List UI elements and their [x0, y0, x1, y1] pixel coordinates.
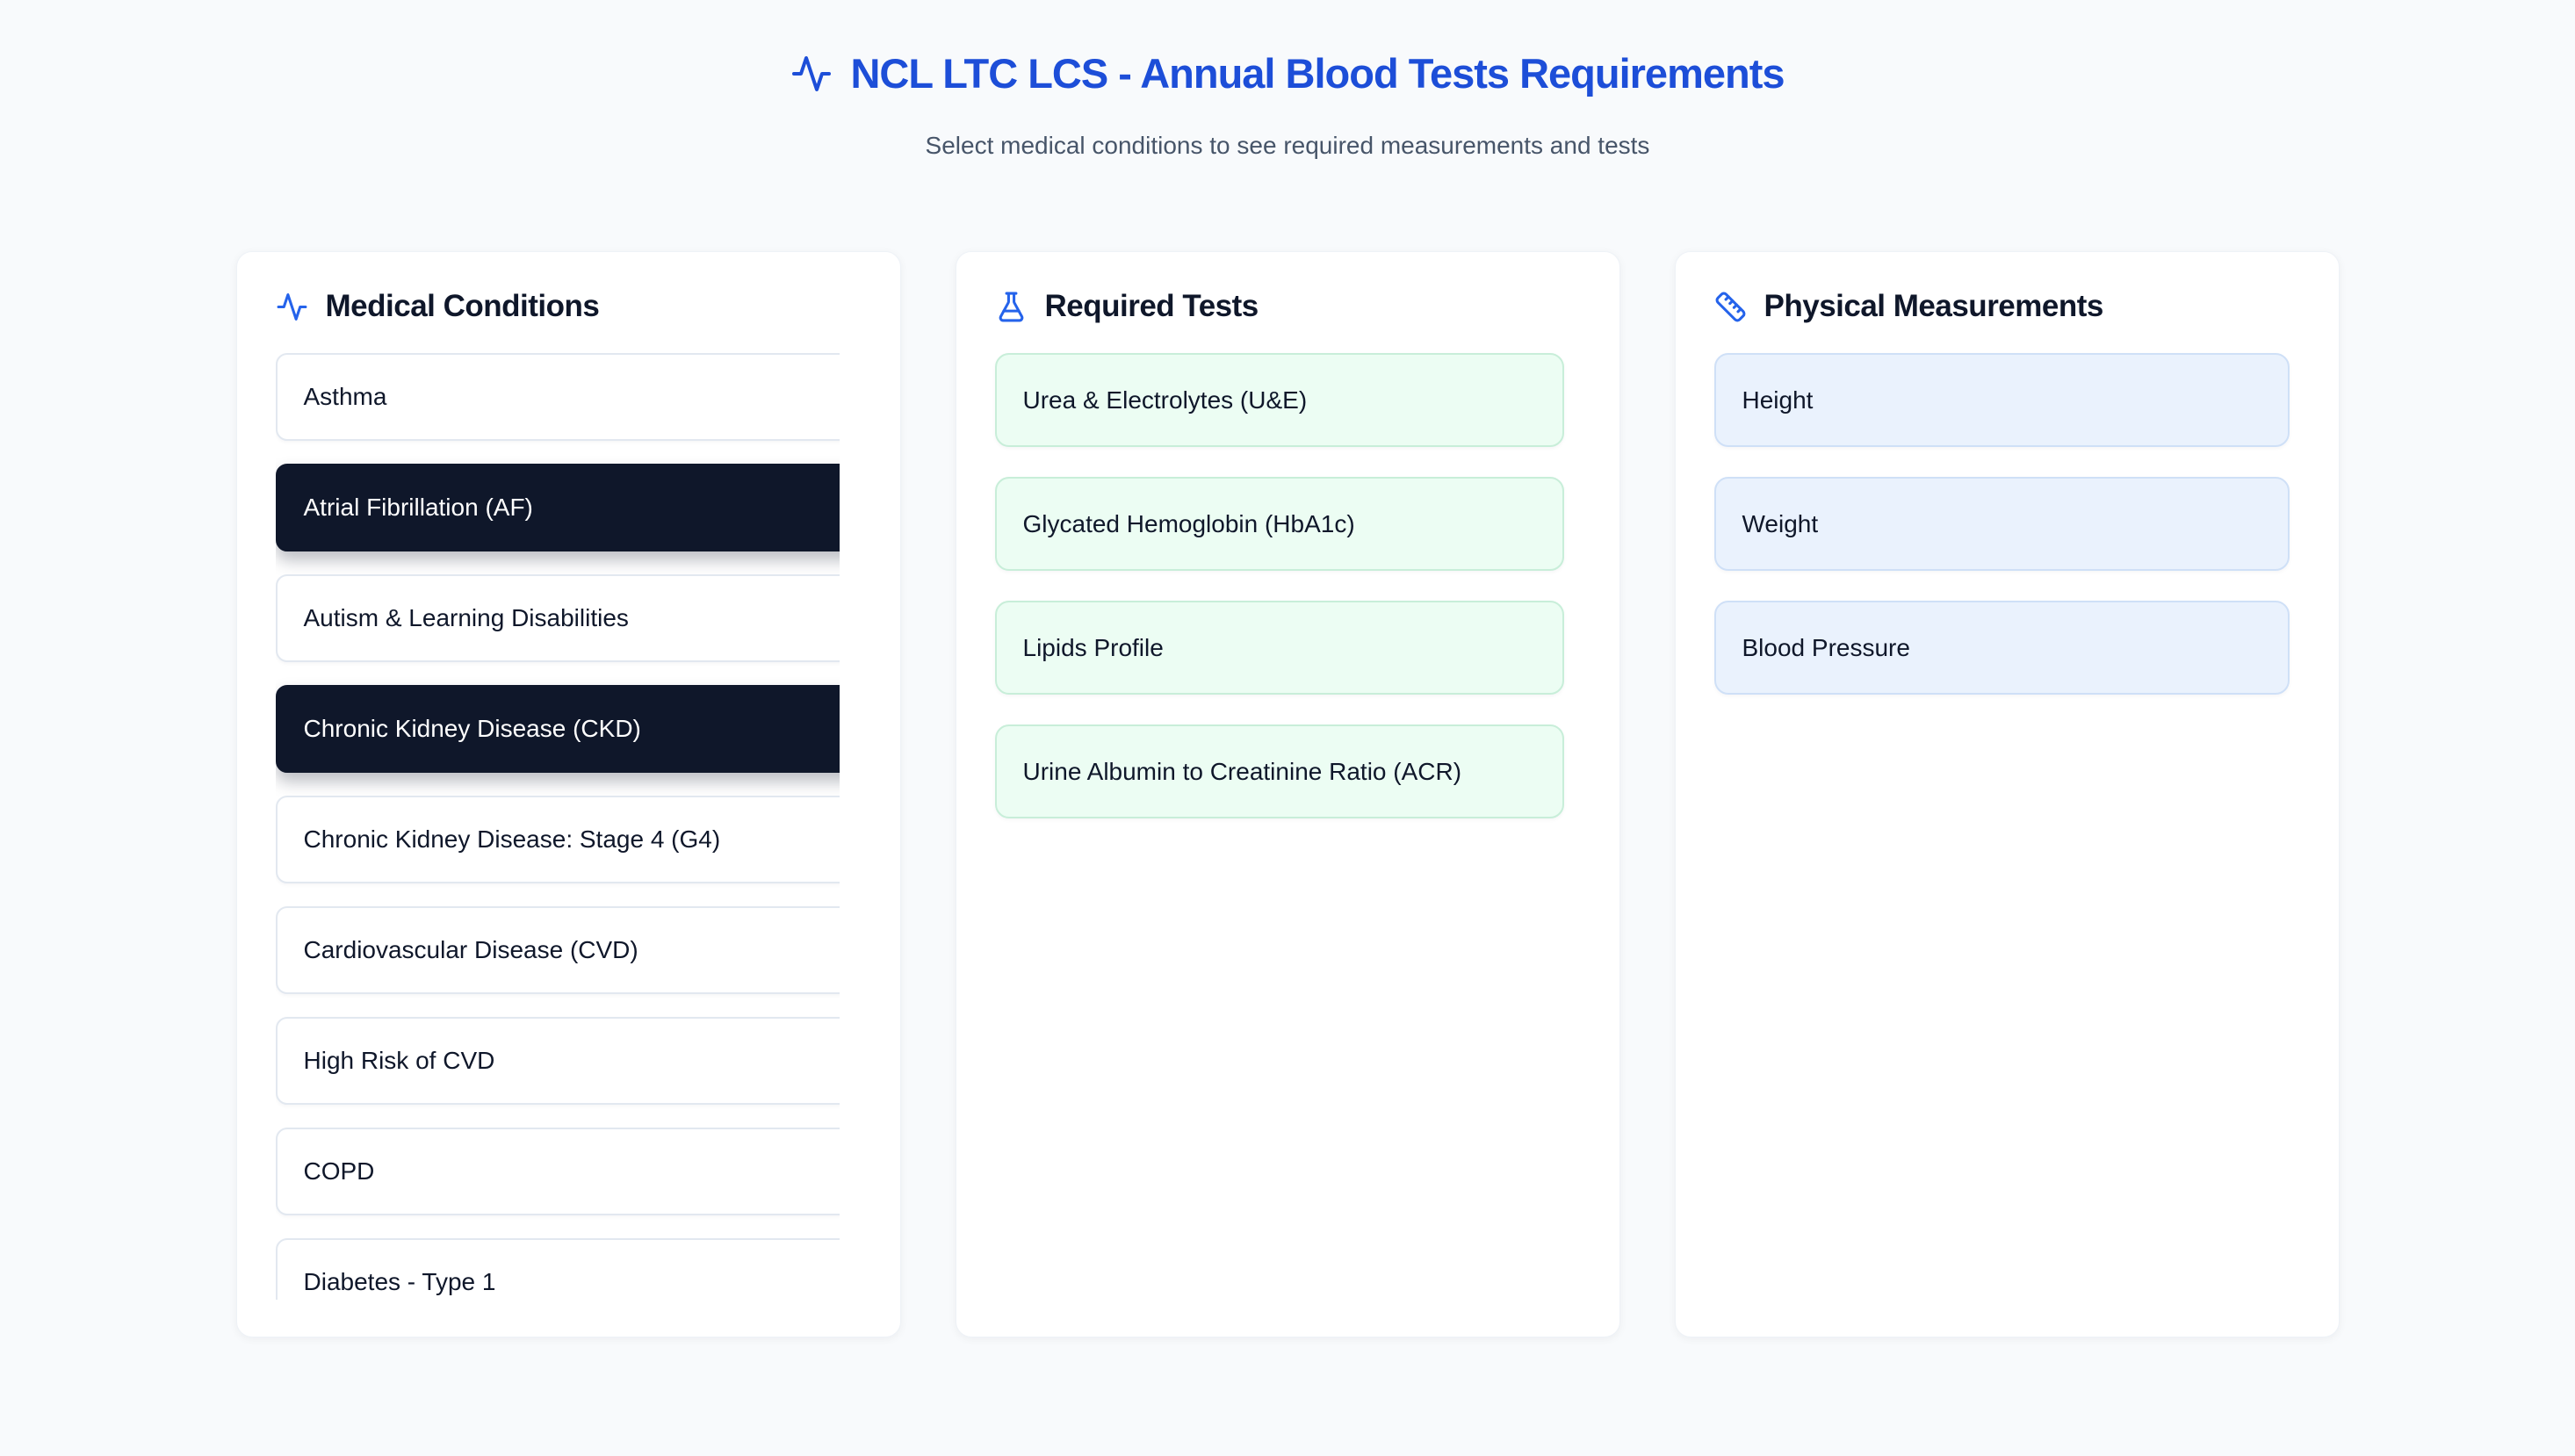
condition-item[interactable]: Atrial Fibrillation (AF) — [275, 464, 840, 551]
card-label: Cardiovascular Disease (CVD) — [303, 936, 638, 963]
card-label: Height — [1742, 386, 1814, 414]
activity-icon — [277, 292, 307, 321]
measurement-item: Height — [1713, 353, 2290, 447]
measurement-item: Weight — [1713, 477, 2290, 571]
required-tests-panel: Required Tests Urea & Electrolytes (U&E)… — [955, 251, 1620, 1337]
flask-icon — [999, 292, 1023, 321]
panels-container: Medical Conditions Asthma Atrial Fibrilla… — [0, 251, 2575, 1337]
medical-conditions-panel: Medical Conditions Asthma Atrial Fibrilla… — [235, 251, 901, 1337]
card-label: Autism & Learning Disabilities — [303, 604, 629, 631]
measurements-list: Height Weight Blood Pressure — [1713, 353, 2300, 695]
physical-measurements-header: Physical Measurements — [1714, 287, 2300, 326]
required-tests-header: Required Tests — [995, 287, 1581, 326]
app-header: NCL LTC LCS - Annual Blood Tests Require… — [0, 0, 2575, 158]
card-label: Asthma — [303, 383, 387, 410]
condition-item[interactable]: COPD — [275, 1128, 840, 1215]
card-label: Urea & Electrolytes (U&E) — [1022, 386, 1308, 414]
physical-measurements-panel: Physical Measurements Height Weight Blood … — [1674, 251, 2340, 1337]
page-title: NCL LTC LCS - Annual Blood Tests Require… — [850, 50, 1785, 97]
test-item: Glycated Hemoglobin (HbA1c) — [994, 477, 1564, 571]
page-subtitle: Select medical conditions to see require… — [925, 132, 1650, 159]
measurement-item: Blood Pressure — [1713, 601, 2290, 695]
panel-title: Required Tests — [1044, 289, 1259, 323]
conditions-list: Asthma Atrial Fibrillation (AF) Autism & L… — [275, 353, 840, 1300]
card-label: Glycated Hemoglobin (HbA1c) — [1022, 509, 1355, 537]
condition-item[interactable]: Chronic Kidney Disease (CKD) — [275, 685, 840, 773]
ruler-icon — [1715, 292, 1745, 321]
card-label: Lipids Profile — [1022, 633, 1164, 661]
panel-title: Physical Measurements — [1764, 289, 2104, 323]
test-item: Urine Albumin to Creatinine Ratio (ACR) — [994, 724, 1564, 818]
card-label: Blood Pressure — [1742, 633, 1910, 661]
card-label: COPD — [303, 1157, 375, 1185]
condition-item[interactable]: Autism & Learning Disabilities — [275, 574, 840, 662]
condition-item[interactable]: Asthma — [275, 353, 840, 441]
panel-title: Medical Conditions — [325, 289, 600, 323]
test-item: Urea & Electrolytes (U&E) — [994, 353, 1564, 447]
card-label: Urine Albumin to Creatinine Ratio (ACR) — [1022, 757, 1462, 785]
card-label: Atrial Fibrillation (AF) — [303, 494, 533, 521]
card-label: Chronic Kidney Disease: Stage 4 (G4) — [303, 825, 721, 853]
test-item: Lipids Profile — [994, 601, 1564, 695]
card-label: Chronic Kidney Disease (CKD) — [303, 715, 641, 742]
medical-conditions-header: Medical Conditions — [276, 287, 862, 326]
card-label: High Risk of CVD — [303, 1047, 495, 1074]
condition-item[interactable]: Chronic Kidney Disease: Stage 4 (G4) — [275, 796, 840, 883]
tests-list: Urea & Electrolytes (U&E) Glycated Hemogl… — [994, 353, 1581, 818]
condition-item[interactable]: Diabetes - Type 1 — [275, 1238, 840, 1300]
activity-icon — [792, 56, 832, 91]
card-label: Diabetes - Type 1 — [303, 1268, 496, 1295]
card-label: Weight — [1742, 509, 1819, 537]
condition-item[interactable]: Cardiovascular Disease (CVD) — [275, 906, 840, 994]
condition-item[interactable]: High Risk of CVD — [275, 1017, 840, 1105]
